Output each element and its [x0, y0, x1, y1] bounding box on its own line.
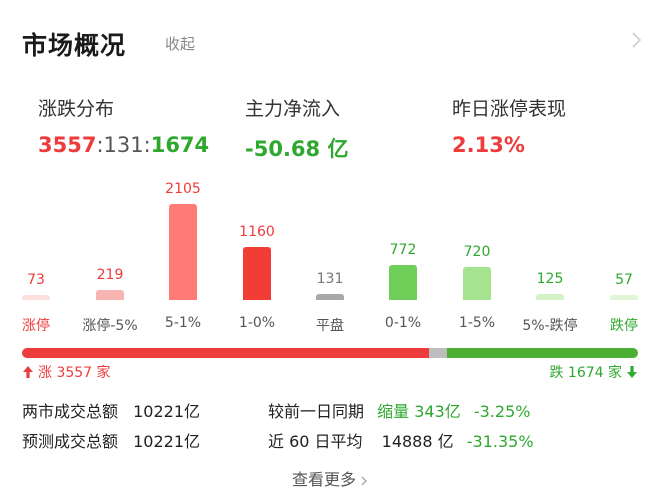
down-count-label: 跌 1674 家 — [549, 365, 622, 381]
flat-ratio-segment — [429, 348, 447, 358]
chart-bar — [536, 294, 564, 300]
chevron-right-icon — [361, 476, 367, 485]
chart-bar — [169, 204, 197, 300]
chart-bar — [22, 295, 50, 300]
chart-value-label: 125 — [536, 271, 564, 288]
collapse-button[interactable]: 收起 — [165, 35, 196, 53]
yesterday-limit-up-label: 昨日涨停表现 — [452, 98, 567, 120]
turnover-forecast-label: 预测成交总额 — [22, 432, 119, 451]
down-count-summary: 跌 1674 家 — [549, 362, 638, 382]
net-inflow-stat: 主力净流入 -50.68 亿 — [245, 94, 348, 163]
view-more-label: 查看更多 — [291, 470, 356, 489]
chevron-right-icon[interactable] — [630, 30, 642, 50]
average-row: 近 60 日平均 14888 亿 -31.35% — [268, 428, 534, 452]
up-count: 3557 — [38, 133, 97, 157]
chart-category-label: 5-1% — [164, 315, 202, 331]
distribution-bar-chart[interactable]: 73 涨停 219 涨停-5% 2105 5-1% 1160 1-0% 131 平盘 772 0-1%… — [0, 170, 660, 335]
compare-row: 较前一日同期 缩量 343亿 -3.25% — [268, 398, 530, 422]
up-count-label: 涨 3557 家 — [38, 365, 111, 381]
chart-category-label: 1-5% — [458, 315, 496, 331]
compare-pct: -3.25% — [473, 402, 531, 421]
chart-bar — [610, 295, 638, 300]
page-title: 市场概况 — [22, 31, 127, 60]
distribution-stat: 涨跌分布 3557:131:1674 — [38, 94, 209, 157]
chart-value-label: 772 — [389, 241, 417, 258]
average-value: 14888 亿 — [381, 432, 454, 451]
chart-category-label: 平盘 — [316, 318, 344, 334]
separator: : — [96, 133, 104, 157]
average-label: 近 60 日平均 — [268, 432, 363, 451]
chart-bar — [316, 294, 344, 300]
chart-value-label: 219 — [96, 267, 124, 283]
chart-category-label: 涨停-5% — [82, 318, 138, 334]
chart-value-label: 720 — [463, 244, 491, 261]
chart-bar — [243, 247, 271, 300]
chart-category-label: 涨停 — [22, 318, 50, 334]
arrow-up-icon — [23, 366, 33, 378]
chart-bar — [463, 267, 491, 300]
yesterday-limit-up-stat: 昨日涨停表现 2.13% — [452, 94, 566, 157]
chart-category-label: 0-1% — [384, 315, 422, 331]
down-ratio-segment — [447, 348, 638, 358]
chart-value-label: 1160 — [239, 224, 275, 241]
chart-bar — [96, 290, 124, 300]
average-pct: -31.35% — [466, 432, 534, 451]
up-ratio-segment — [22, 348, 429, 358]
chart-value-label: 2105 — [165, 181, 201, 197]
turnover-total-row: 两市成交总额 10221亿 — [22, 398, 200, 422]
distribution-label: 涨跌分布 — [38, 98, 115, 120]
compare-tag: 缩量 343亿 — [377, 402, 461, 421]
turnover-total-value: 10221亿 — [133, 402, 201, 421]
separator: : — [143, 133, 151, 157]
up-count-summary: 涨 3557 家 — [22, 362, 111, 382]
chart-value-label: 57 — [615, 272, 633, 288]
turnover-total-label: 两市成交总额 — [22, 402, 119, 421]
view-more-button[interactable]: 查看更多 — [0, 466, 660, 490]
turnover-forecast-row: 预测成交总额 10221亿 — [22, 428, 200, 452]
down-count: 1674 — [150, 133, 210, 157]
net-inflow-label: 主力净流入 — [245, 98, 341, 120]
yesterday-limit-up-value: 2.13% — [452, 133, 525, 157]
chart-value-label: 73 — [27, 272, 45, 288]
chart-category-label: 1-0% — [238, 315, 276, 331]
flat-count: 131 — [103, 133, 144, 157]
chart-bar — [389, 264, 417, 300]
distribution-value: 3557:131:1674 — [38, 133, 209, 157]
compare-label: 较前一日同期 — [268, 402, 365, 421]
net-inflow-value: -50.68 亿 — [245, 137, 349, 161]
chart-category-label: 跌停 — [610, 318, 638, 334]
chart-category-label: 5%-跌停 — [522, 318, 578, 334]
arrow-down-icon — [627, 366, 637, 378]
turnover-forecast-value: 10221亿 — [133, 432, 201, 451]
up-down-ratio-bar — [22, 348, 638, 358]
chart-value-label: 131 — [316, 271, 344, 288]
